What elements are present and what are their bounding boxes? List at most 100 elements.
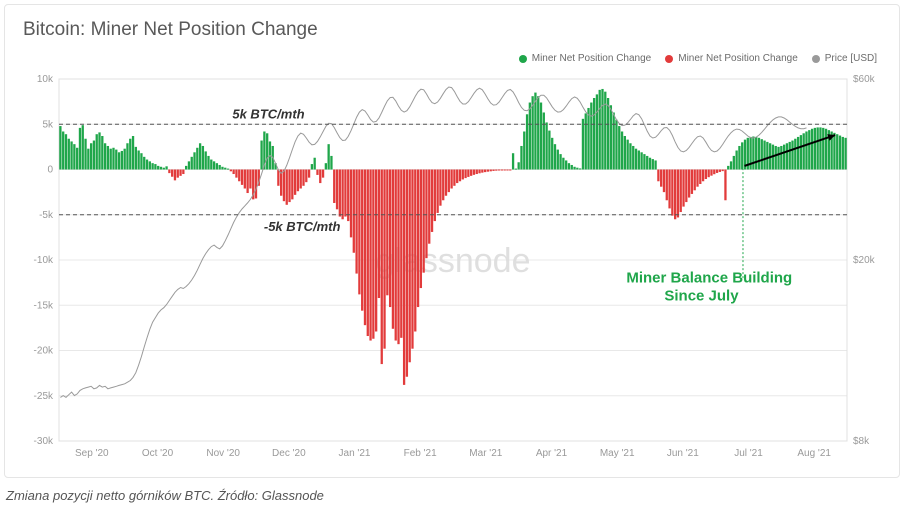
bar [294, 170, 296, 195]
bar [735, 150, 737, 169]
bar [353, 170, 355, 253]
bar [98, 132, 100, 169]
bar [73, 144, 75, 169]
bar [428, 170, 430, 244]
bar [635, 149, 637, 170]
bar [165, 166, 167, 169]
bar [710, 170, 712, 176]
bar [791, 141, 793, 170]
bar [708, 170, 710, 178]
bar [185, 166, 187, 170]
bar [151, 163, 153, 169]
bar [205, 151, 207, 169]
bar [554, 144, 556, 169]
bar [836, 134, 838, 169]
bar [182, 170, 184, 175]
legend-item: Miner Net Position Change [519, 53, 652, 64]
bar [786, 143, 788, 169]
bar [803, 133, 805, 169]
bar [663, 170, 665, 193]
y-axis-left: -30k-25k-20k-15k-10k-5k05k10k [34, 75, 54, 447]
bar [733, 156, 735, 170]
svg-text:Dec '20: Dec '20 [272, 448, 306, 459]
bar [392, 170, 394, 329]
bar [587, 108, 589, 170]
bar [610, 105, 612, 169]
bar [375, 170, 377, 332]
bar [308, 170, 310, 178]
bar [671, 170, 673, 216]
bar [640, 152, 642, 169]
bar [191, 157, 193, 170]
bar [473, 170, 475, 175]
bar [766, 142, 768, 170]
bar [470, 170, 472, 176]
bar [112, 148, 114, 170]
svg-text:Sep '20: Sep '20 [75, 448, 109, 459]
bar [369, 170, 371, 341]
svg-text:Jul '21: Jul '21 [734, 448, 763, 459]
bar [504, 170, 506, 171]
bar [409, 170, 411, 363]
chart-plot-area: glassnode5k BTC/mth-5k BTC/mth-30k-25k-2… [23, 75, 883, 465]
bar [518, 162, 520, 169]
bar [188, 161, 190, 169]
bar [842, 137, 844, 170]
bar [406, 170, 408, 377]
bar [76, 148, 78, 170]
bar [297, 170, 299, 192]
bar [358, 170, 360, 295]
legend-label: Price [USD] [825, 53, 877, 64]
bar [417, 170, 419, 308]
svg-text:Since July: Since July [664, 288, 739, 305]
svg-text:Feb '21: Feb '21 [404, 448, 437, 459]
bar [674, 170, 676, 220]
bar [808, 130, 810, 169]
svg-text:Jan '21: Jan '21 [339, 448, 371, 459]
svg-text:Apr '21: Apr '21 [536, 448, 568, 459]
bar [121, 151, 123, 170]
y-axis-right: $8k$20k$60k [853, 75, 876, 447]
bar [775, 146, 777, 170]
bar [104, 143, 106, 169]
bar [593, 98, 595, 169]
bar [87, 149, 89, 170]
bar [163, 168, 165, 170]
bar [336, 170, 338, 210]
bar [149, 161, 151, 169]
bar [168, 170, 170, 174]
bar [825, 129, 827, 170]
bar [501, 170, 503, 171]
bar [79, 128, 81, 170]
bar [101, 136, 103, 169]
bar [613, 112, 615, 169]
chart-card: Bitcoin: Miner Net Position Change Miner… [4, 4, 900, 478]
bar [492, 170, 494, 171]
chart-svg: glassnode5k BTC/mth-5k BTC/mth-30k-25k-2… [23, 75, 883, 465]
bar [666, 170, 668, 201]
bar [783, 145, 785, 170]
bar [210, 160, 212, 170]
bar [822, 128, 824, 170]
reference-label: -5k BTC/mth [264, 219, 341, 234]
chart-legend: Miner Net Position ChangeMiner Net Posit… [519, 53, 877, 64]
bar [330, 156, 332, 170]
bar [559, 154, 561, 169]
legend-swatch [665, 55, 673, 63]
bar [573, 167, 575, 170]
bar [436, 170, 438, 213]
bar [291, 170, 293, 200]
bar [487, 170, 489, 172]
bar [179, 170, 181, 176]
bar [755, 137, 757, 170]
bar [459, 170, 461, 182]
bar [526, 114, 528, 169]
bar [411, 170, 413, 349]
bar [668, 170, 670, 209]
bar [727, 166, 729, 170]
bar [484, 170, 486, 173]
svg-text:Miner Balance Building: Miner Balance Building [626, 270, 792, 287]
bar [478, 170, 480, 174]
bar [467, 170, 469, 177]
bar [498, 170, 500, 171]
